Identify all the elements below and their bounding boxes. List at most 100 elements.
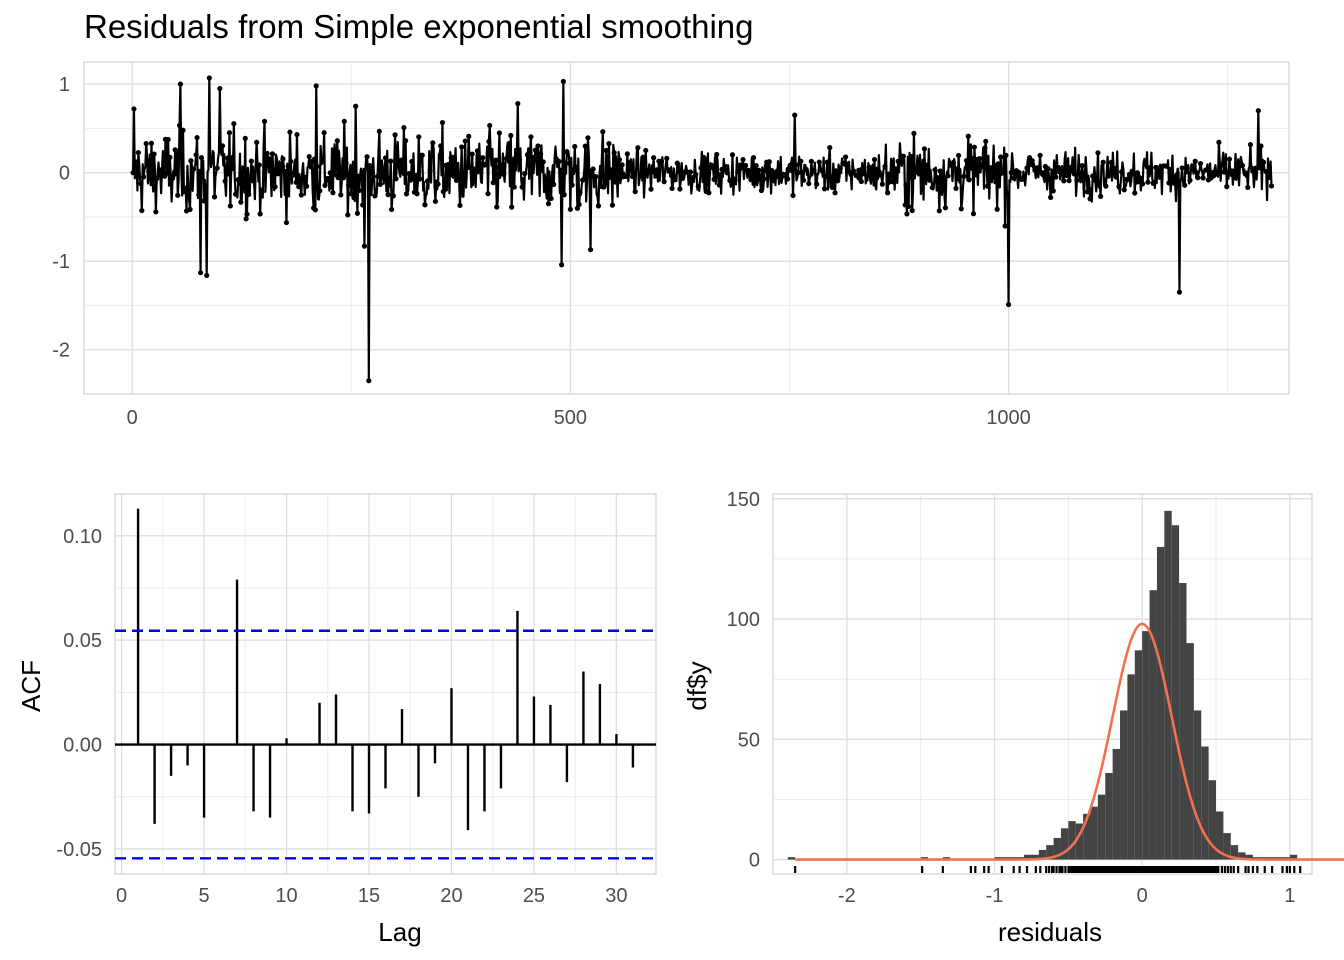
residual-point <box>312 207 318 213</box>
residual-point <box>222 178 228 184</box>
residual-point <box>666 167 673 173</box>
residual-point <box>1090 173 1096 179</box>
residual-point <box>230 166 236 172</box>
residual-point <box>288 158 294 165</box>
residual-point <box>1040 170 1046 176</box>
residual-point <box>874 166 880 172</box>
residual-point <box>909 207 915 214</box>
residual-point <box>616 157 623 163</box>
residual-point <box>879 181 885 187</box>
residual-point <box>942 205 949 211</box>
residual-point <box>758 187 765 194</box>
residual-point <box>388 158 394 164</box>
residual-point <box>1050 188 1056 194</box>
residual-point <box>392 132 398 138</box>
residual-point <box>722 164 728 171</box>
residual-point <box>140 174 147 180</box>
residual-point <box>990 167 996 174</box>
residual-point <box>438 143 444 149</box>
residual-point <box>1184 165 1190 171</box>
residual-point <box>940 182 946 188</box>
residual-point <box>225 155 231 161</box>
residual-point <box>1092 177 1098 183</box>
residual-point <box>695 183 701 189</box>
y-tick-label: 0 <box>59 163 70 185</box>
residual-point <box>409 158 415 165</box>
residuals-y-ticks: -2 -1 0 1 <box>52 74 70 362</box>
residual-point <box>716 182 722 188</box>
residual-point <box>1000 170 1006 176</box>
residual-point <box>1224 184 1230 190</box>
x-tick-label: -1 <box>986 885 1004 907</box>
residual-point <box>264 150 270 156</box>
residual-point <box>700 154 707 160</box>
residual-point <box>367 163 373 169</box>
residual-point <box>417 176 423 182</box>
residual-point <box>816 159 822 165</box>
residual-point <box>177 81 183 87</box>
acf-y-ticks: -0.05 0.00 0.05 0.10 <box>56 526 102 861</box>
residual-point <box>798 158 804 164</box>
residual-point <box>146 168 152 174</box>
residual-point <box>590 166 596 172</box>
residual-point <box>135 149 141 156</box>
residual-point <box>1124 176 1130 182</box>
residual-point <box>427 167 433 174</box>
residual-point <box>242 135 248 141</box>
residual-point <box>317 188 323 194</box>
residual-point <box>267 156 273 162</box>
x-tick-label: 25 <box>523 885 545 907</box>
residual-point <box>522 170 528 177</box>
histogram-bar <box>1068 821 1076 860</box>
residual-point <box>353 103 359 109</box>
residual-point <box>811 167 817 174</box>
residual-point <box>1113 174 1119 180</box>
residual-point <box>969 165 975 171</box>
residual-point <box>995 161 1001 167</box>
residual-point <box>1176 289 1183 295</box>
residual-point <box>334 138 340 144</box>
residual-point <box>600 129 606 135</box>
residual-point <box>511 184 517 190</box>
residual-point <box>351 195 357 201</box>
residual-point <box>632 189 638 195</box>
residual-point <box>1024 165 1030 171</box>
residual-point <box>560 78 566 85</box>
histogram-bar <box>1186 643 1194 860</box>
residual-point <box>559 262 565 268</box>
residual-point <box>296 183 302 190</box>
residual-point <box>172 147 178 153</box>
residual-point <box>706 190 712 196</box>
residual-point <box>338 192 344 198</box>
residual-point <box>390 193 396 199</box>
histogram-panel-border <box>772 493 1313 875</box>
residual-point <box>313 83 319 89</box>
residual-point <box>139 207 145 214</box>
residual-point <box>645 168 651 175</box>
residual-point <box>487 122 493 129</box>
histogram-normal-curve <box>795 622 1344 861</box>
residual-point <box>906 203 912 210</box>
histogram-bar <box>1134 650 1143 860</box>
residual-point <box>1103 183 1109 189</box>
residual-point <box>188 158 194 164</box>
residual-point <box>403 191 410 197</box>
residual-point <box>480 155 486 161</box>
residual-point <box>1034 165 1041 171</box>
residual-point <box>540 159 546 165</box>
residual-point <box>219 143 226 149</box>
residual-point <box>165 136 171 143</box>
residual-point <box>514 149 520 155</box>
y-tick-label: 100 <box>727 609 760 631</box>
residual-point <box>314 163 320 170</box>
residual-point <box>548 195 554 202</box>
residual-point <box>167 154 173 160</box>
residual-point <box>936 208 942 214</box>
residual-point <box>748 177 754 183</box>
residual-point <box>389 206 395 213</box>
residual-point <box>459 144 465 150</box>
residual-point <box>982 145 988 151</box>
residual-point <box>561 192 567 198</box>
x-tick-label: 500 <box>554 407 587 429</box>
chart-title: Residuals from Simple exponential smooth… <box>84 8 754 45</box>
